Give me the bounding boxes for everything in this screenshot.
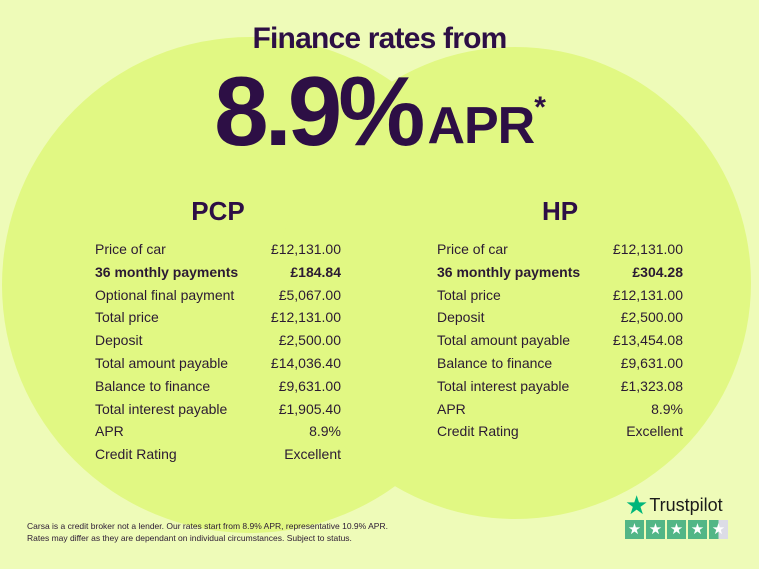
- star-icon: ★: [688, 520, 707, 539]
- row-label: Total price: [95, 309, 159, 326]
- trustpilot-badge: ★ Trustpilot ★ ★ ★ ★ ★: [625, 490, 728, 539]
- row-label: Total amount payable: [95, 354, 229, 371]
- row-value: Excellent: [284, 446, 341, 463]
- row-label: Price of car: [95, 241, 166, 257]
- table-row: 36 monthly payments £304.28: [437, 261, 683, 284]
- table-row: Total price £12,131.00: [95, 306, 341, 329]
- disclaimer: Carsa is a credit broker not a lender. O…: [27, 520, 388, 544]
- row-value: £9,631.00: [620, 354, 683, 371]
- row-value: £13,454.08: [612, 332, 683, 349]
- headline-rate: 8.9% APR*: [0, 56, 759, 166]
- star-icon: ★: [709, 520, 728, 539]
- table-row: Credit Rating Excellent: [437, 420, 683, 443]
- row-value: £12,131.00: [270, 241, 341, 257]
- star-icon: ★: [667, 520, 686, 539]
- row-value: £184.84: [290, 263, 341, 280]
- row-value: £1,905.40: [278, 400, 341, 417]
- table-row: Balance to finance £9,631.00: [437, 352, 683, 375]
- table-row: Total amount payable £13,454.08: [437, 329, 683, 352]
- table-row: Price of car £12,131.00: [437, 238, 683, 261]
- row-label: Deposit: [95, 332, 143, 349]
- star-icon: ★: [625, 520, 644, 539]
- row-label: APR: [95, 423, 124, 440]
- rate-value: 8.9%: [214, 56, 425, 166]
- table-row: Deposit £2,500.00: [95, 329, 341, 352]
- row-label: Total interest payable: [95, 400, 228, 417]
- row-value: £2,500.00: [278, 332, 341, 349]
- row-value: £12,131.00: [612, 286, 683, 303]
- row-value: £9,631.00: [278, 377, 341, 394]
- table-row: Optional final payment £5,067.00: [95, 284, 341, 307]
- table-row: Deposit £2,500.00: [437, 306, 683, 329]
- row-value: £12,131.00: [612, 241, 683, 257]
- row-label: Total interest payable: [437, 377, 570, 394]
- row-label: Total amount payable: [437, 332, 571, 349]
- table-row: APR 8.9%: [95, 420, 341, 443]
- row-label: APR: [437, 400, 466, 417]
- row-label: 36 monthly payments: [95, 263, 239, 280]
- pcp-title: PCP: [191, 196, 245, 226]
- row-value: £2,500.00: [620, 309, 683, 326]
- row-label: 36 monthly payments: [437, 263, 581, 280]
- row-value: 8.9%: [309, 423, 341, 440]
- row-label: Credit Rating: [437, 423, 519, 440]
- table-row: 36 monthly payments £184.84: [95, 261, 341, 284]
- disclaimer-line1: Carsa is a credit broker not a lender. O…: [27, 521, 388, 531]
- pcp-table: PCP Price of car £12,131.00 36 monthly pay…: [95, 196, 341, 466]
- star-icon: ★: [646, 520, 665, 539]
- background-circle-right: [279, 47, 751, 519]
- row-label: Balance to finance: [95, 377, 211, 394]
- table-row: Total interest payable £1,323.08: [437, 375, 683, 398]
- headline-line1: Finance rates from: [252, 22, 507, 55]
- table-row: Price of car £12,131.00: [95, 238, 341, 261]
- trustpilot-label: Trustpilot: [649, 494, 723, 515]
- apr-text: APR: [427, 97, 535, 155]
- row-value: Excellent: [626, 423, 683, 440]
- row-value: £12,131.00: [270, 309, 341, 326]
- row-value: £1,323.08: [620, 377, 683, 394]
- trustpilot-logo: ★ Trustpilot: [625, 490, 728, 520]
- asterisk: *: [534, 91, 546, 124]
- hp-table: HP Price of car £12,131.00 36 monthly paym…: [437, 196, 683, 443]
- table-row: Credit Rating Excellent: [95, 443, 341, 466]
- row-value: 8.9%: [651, 400, 683, 417]
- table-row: APR 8.9%: [437, 398, 683, 421]
- table-row: Total price £12,131.00: [437, 284, 683, 307]
- row-value: £5,067.00: [278, 286, 341, 303]
- row-label: Optional final payment: [95, 286, 235, 303]
- row-label: Total price: [437, 286, 501, 303]
- row-value: £304.28: [632, 263, 683, 280]
- apr-label: APR*: [427, 91, 545, 155]
- table-row: Total interest payable £1,905.40: [95, 398, 341, 421]
- table-row: Total amount payable £14,036.40: [95, 352, 341, 375]
- disclaimer-line2: Rates may differ as they are dependant o…: [27, 533, 352, 543]
- hp-title: HP: [541, 196, 579, 226]
- row-label: Deposit: [437, 309, 485, 326]
- row-label: Balance to finance: [437, 354, 553, 371]
- row-label: Price of car: [437, 241, 508, 257]
- rating-stars: ★ ★ ★ ★ ★: [625, 520, 728, 539]
- row-label: Credit Rating: [95, 446, 177, 463]
- table-row: Balance to finance £9,631.00: [95, 375, 341, 398]
- row-value: £14,036.40: [270, 354, 341, 371]
- star-icon: ★: [625, 490, 649, 520]
